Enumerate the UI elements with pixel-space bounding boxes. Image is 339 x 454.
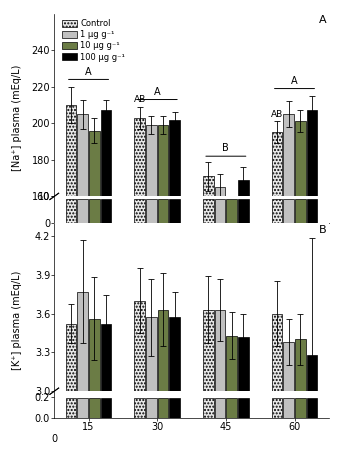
Bar <box>215 310 225 454</box>
Bar <box>135 199 145 223</box>
Bar <box>238 337 248 454</box>
Bar <box>215 187 225 454</box>
Bar <box>78 199 88 223</box>
Bar <box>170 120 180 454</box>
Bar <box>170 398 180 418</box>
Bar <box>272 133 282 454</box>
Bar <box>66 398 76 418</box>
Bar <box>203 199 214 223</box>
Bar <box>78 291 88 454</box>
Bar <box>89 398 100 418</box>
Bar <box>272 314 282 454</box>
Bar <box>89 131 100 454</box>
Bar <box>203 176 214 454</box>
Bar <box>170 199 180 223</box>
Bar <box>135 301 145 454</box>
Bar <box>226 336 237 454</box>
Bar <box>101 324 111 454</box>
Bar <box>158 199 168 223</box>
Bar <box>272 199 282 223</box>
Bar <box>307 110 317 454</box>
Bar <box>89 199 100 223</box>
Bar <box>170 317 180 454</box>
Bar <box>283 398 294 418</box>
Text: AB: AB <box>134 95 146 104</box>
Text: A: A <box>318 15 326 25</box>
Bar <box>203 310 214 454</box>
Text: AB: AB <box>271 110 283 119</box>
Bar <box>101 398 111 418</box>
Bar <box>238 180 248 454</box>
Bar <box>272 398 282 418</box>
Bar <box>158 310 168 454</box>
Bar <box>283 114 294 454</box>
Bar <box>295 122 305 454</box>
Bar <box>215 398 225 418</box>
Bar <box>101 110 111 454</box>
Bar <box>238 199 248 223</box>
Text: A: A <box>85 67 92 77</box>
Bar <box>283 342 294 454</box>
Bar <box>158 398 168 418</box>
Bar <box>135 398 145 418</box>
Bar <box>203 398 214 418</box>
Bar <box>146 317 157 454</box>
Text: B: B <box>318 225 326 235</box>
Text: 0: 0 <box>51 434 57 444</box>
Bar <box>135 118 145 454</box>
Bar <box>146 125 157 454</box>
Bar <box>238 398 248 418</box>
Bar <box>307 355 317 454</box>
Bar <box>295 340 305 454</box>
Bar <box>215 199 225 223</box>
Bar <box>158 125 168 454</box>
Bar <box>66 324 76 454</box>
Bar <box>226 199 237 223</box>
Legend: Control, 1 μg g⁻¹, 10 μg g⁻¹, 100 μg g⁻¹: Control, 1 μg g⁻¹, 10 μg g⁻¹, 100 μg g⁻¹ <box>58 16 128 65</box>
Bar <box>146 398 157 418</box>
Text: A: A <box>154 87 161 97</box>
Bar <box>78 114 88 454</box>
Bar <box>226 398 237 418</box>
Bar <box>283 199 294 223</box>
Bar <box>78 398 88 418</box>
Bar <box>226 207 237 454</box>
Bar <box>146 199 157 223</box>
Bar <box>295 199 305 223</box>
Bar <box>307 398 317 418</box>
Text: A: A <box>291 76 298 86</box>
Bar <box>89 319 100 454</box>
Bar <box>295 398 305 418</box>
Text: B: B <box>222 143 229 153</box>
Bar <box>101 199 111 223</box>
Text: [Na⁺] plasma (mEq/L): [Na⁺] plasma (mEq/L) <box>12 65 22 172</box>
Text: [K⁺] plasma (mEq/L): [K⁺] plasma (mEq/L) <box>12 271 22 370</box>
Bar <box>307 199 317 223</box>
Bar <box>66 105 76 454</box>
Bar <box>66 199 76 223</box>
